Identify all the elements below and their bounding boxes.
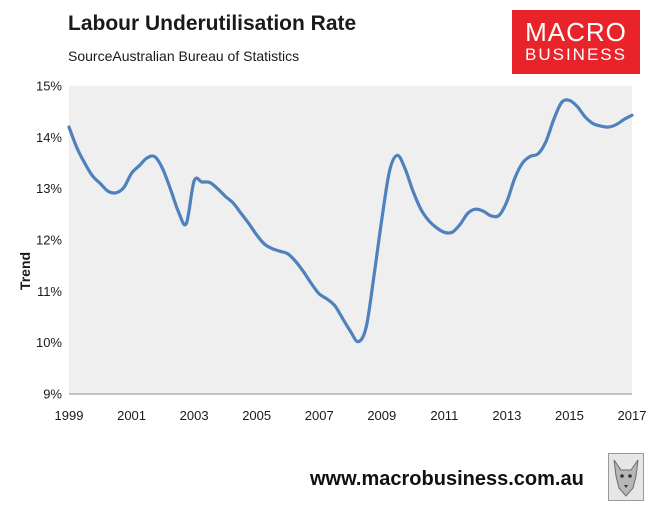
data-point [528,154,532,158]
data-point [270,247,274,251]
data-point [216,187,219,191]
data-point [317,292,321,296]
data-point [200,180,204,184]
data-point [474,207,478,211]
website-url[interactable]: www.macrobusiness.com.au [310,468,584,490]
data-point [599,124,603,128]
data-point [137,164,141,167]
data-point [247,222,251,225]
data-point [380,218,384,221]
plot-area [69,86,632,394]
data-point [442,230,446,234]
data-point [505,200,509,203]
y-tick-label: 11% [37,284,62,299]
data-point [575,105,579,108]
data-point [364,325,368,329]
data-point [388,169,391,173]
data-point [427,219,431,222]
x-tick-label: 2017 [618,408,647,423]
data-point [583,115,587,119]
data-point [614,123,618,126]
y-tick-label: 15% [36,79,62,94]
y-tick-label: 13% [36,181,62,196]
data-point [114,191,118,195]
x-tick-label: 2009 [367,408,396,423]
data-point [521,161,524,165]
data-point [122,186,126,190]
data-point [591,122,595,125]
data-point [356,340,360,344]
data-point [130,171,133,175]
x-tick-label: 2007 [305,408,334,423]
data-point [255,233,259,237]
y-tick-label: 12% [36,233,62,248]
data-point [568,98,571,102]
data-point [223,194,227,198]
data-point [83,161,87,165]
wolf-mascot-icon [608,453,644,501]
data-point [489,214,493,218]
x-tick-label: 2003 [180,408,209,423]
x-tick-label: 2005 [242,408,271,423]
data-point [513,177,517,180]
data-point [607,125,610,129]
data-point [145,156,149,160]
x-tick-label: 1999 [55,408,84,423]
data-point [67,125,71,129]
data-point [192,179,196,183]
x-tick-label: 2013 [492,408,521,423]
data-point [91,174,94,178]
y-tick-label: 14% [36,130,62,145]
data-point [419,207,423,211]
logo-line-2: BUSINESS [525,45,627,64]
data-point [396,153,399,157]
data-point [161,167,165,171]
data-point [153,155,157,159]
data-point [411,189,415,193]
data-point [75,146,79,150]
x-tick-label: 2015 [555,408,584,423]
data-point [278,249,282,253]
chart-subtitle: SourceAustralian Bureau of Statistics [68,48,300,64]
data-point [458,223,462,227]
data-point [622,117,626,121]
data-point [177,210,180,214]
data-point [294,260,298,263]
data-point [98,182,102,185]
data-point [552,117,556,121]
data-point [466,211,470,215]
data-point [106,189,110,193]
x-tick-label: 2011 [430,408,458,423]
y-tick-label: 10% [36,335,62,350]
data-point [208,181,212,184]
data-point [169,188,173,192]
data-point [450,230,454,234]
data-point [497,213,501,217]
data-point [263,242,266,246]
y-tick-label: 9% [43,387,62,402]
data-point [349,329,352,333]
logo-line-1: MACRO [525,17,627,47]
data-point [544,140,548,143]
data-point [333,304,337,308]
data-point [310,282,313,286]
data-point [231,201,235,205]
x-tick-label: 2001 [117,408,146,423]
data-point [482,209,485,213]
data-point [239,211,243,215]
data-point [560,101,564,104]
data-point [536,152,540,156]
data-point [325,297,329,301]
data-point [435,226,438,230]
macrobusiness-logo: MACRO BUSINESS [512,10,640,74]
data-point [403,167,407,171]
data-point [630,113,634,117]
data-point [184,222,188,225]
data-point [372,274,376,278]
chart-title: Labour Underutilisation Rate [68,12,357,35]
data-point [302,270,305,274]
data-point [341,317,345,320]
data-point [286,252,290,256]
